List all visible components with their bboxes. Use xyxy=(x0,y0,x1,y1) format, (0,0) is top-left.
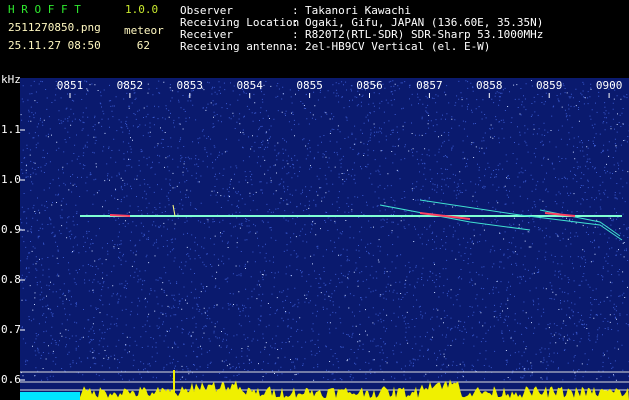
field-label: Receiving antenna xyxy=(180,40,293,53)
meteor-label: meteor xyxy=(124,24,164,37)
x-tick-label: 0851 xyxy=(57,79,84,92)
field-label: Observer xyxy=(180,4,233,17)
filename: 2511270850.png xyxy=(8,21,101,34)
echo-trail xyxy=(379,204,531,231)
app-name: H R O F F T xyxy=(8,3,81,16)
y-tick-label: 0.8 xyxy=(1,273,21,286)
field-separator: : xyxy=(292,28,299,41)
field-label: Receiving Location xyxy=(180,16,299,29)
field-label: Receiver xyxy=(180,28,233,41)
version: 1.0.0 xyxy=(125,3,158,16)
header: H R O F F T 1.0.0 2511270850.png 25.11.2… xyxy=(8,3,164,52)
field-value: Takanori Kawachi xyxy=(305,4,411,17)
echo-head xyxy=(109,212,576,220)
y-tick-label: 0.6 xyxy=(1,373,21,386)
level-bar xyxy=(20,392,80,400)
x-tick-label: 0859 xyxy=(536,79,563,92)
echo-spike xyxy=(172,204,176,217)
x-tick-label: 0856 xyxy=(356,79,383,92)
meteor-count: 62 xyxy=(137,39,150,52)
level-histogram xyxy=(80,379,629,400)
field-value: R820T2(RTL-SDR) SDR-Sharp 53.1000MHz xyxy=(305,28,543,41)
y-tick-label: 1.0 xyxy=(1,173,21,186)
y-tick-label: 1.1 xyxy=(1,123,21,136)
x-tick-label: 0858 xyxy=(476,79,503,92)
spectrogram xyxy=(20,78,629,400)
x-tick-label: 0900 xyxy=(596,79,623,92)
x-tick-label: 0857 xyxy=(416,79,443,92)
y-tick-label: 0.9 xyxy=(1,223,21,236)
y-unit: kHz xyxy=(1,73,21,86)
datetime: 25.11.27 08:50 xyxy=(8,39,101,52)
echo-trail xyxy=(419,199,623,241)
x-tick-label: 0854 xyxy=(236,79,263,92)
field-value: 2el-HB9CV Vertical (el. E-W) xyxy=(305,40,490,53)
y-tick-label: 0.7 xyxy=(1,323,21,336)
x-tick-label: 0852 xyxy=(117,79,144,92)
x-tick-label: 0853 xyxy=(177,79,204,92)
field-separator: : xyxy=(292,16,299,29)
field-value: Ogaki, Gifu, JAPAN (136.60E, 35.35N) xyxy=(305,16,543,29)
x-tick-label: 0855 xyxy=(296,79,323,92)
field-separator: : xyxy=(292,4,299,17)
field-separator: : xyxy=(292,40,299,53)
